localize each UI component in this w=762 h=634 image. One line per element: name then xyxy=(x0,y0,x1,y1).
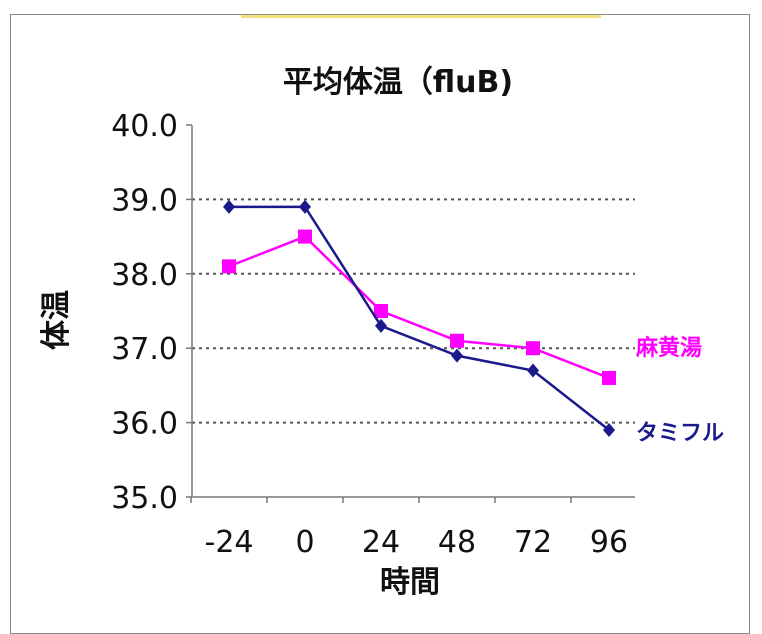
y-tick-label: 39.0 xyxy=(111,183,178,218)
data-point-square xyxy=(374,304,388,318)
x-tick-label: 96 xyxy=(590,525,628,560)
data-point-diamond xyxy=(603,423,615,438)
y-tick-label: 35.0 xyxy=(111,481,178,516)
data-point-diamond xyxy=(299,199,311,214)
grid-lines xyxy=(192,198,635,424)
data-point-diamond xyxy=(527,363,539,378)
x-tick-label: 24 xyxy=(362,525,400,560)
axes xyxy=(186,124,635,503)
top-decoration xyxy=(241,15,601,18)
line-chart: 平均体温（fluB) 体温 時間 35.0 36.0 37.0 38.0 39.0 40.… xyxy=(39,65,724,600)
data-point-square xyxy=(602,370,616,385)
x-tick-label: 0 xyxy=(295,525,314,560)
data-point-square xyxy=(298,229,312,244)
y-tick-label: 40.0 xyxy=(111,109,178,144)
legend-entry: 麻黄湯 xyxy=(635,335,702,361)
x-axis-label: 時間 xyxy=(380,565,440,600)
data-point-square xyxy=(526,341,540,356)
data-point-square xyxy=(450,333,464,348)
x-tick-label: 48 xyxy=(438,525,476,560)
series-line xyxy=(229,205,610,432)
x-tick-label: -24 xyxy=(205,525,254,560)
x-tick-labels: -24 0 24 48 72 96 xyxy=(205,525,629,560)
data-point-square xyxy=(222,259,236,274)
y-tick-label: 36.0 xyxy=(111,407,178,442)
chart-title: 平均体温（fluB) xyxy=(283,65,513,100)
y-axis-label: 体温 xyxy=(39,290,74,350)
data-point-diamond xyxy=(375,318,387,333)
y-tick-labels: 35.0 36.0 37.0 38.0 39.0 40.0 xyxy=(111,109,178,516)
series-line xyxy=(228,235,610,380)
data-point-diamond xyxy=(451,348,463,363)
y-tick-label: 38.0 xyxy=(111,258,178,293)
legend-entry: タミフル xyxy=(636,421,724,446)
x-tick-label: 72 xyxy=(514,525,552,560)
y-tick-label: 37.0 xyxy=(111,332,178,367)
data-point-diamond xyxy=(223,199,235,214)
series-group xyxy=(222,199,616,438)
